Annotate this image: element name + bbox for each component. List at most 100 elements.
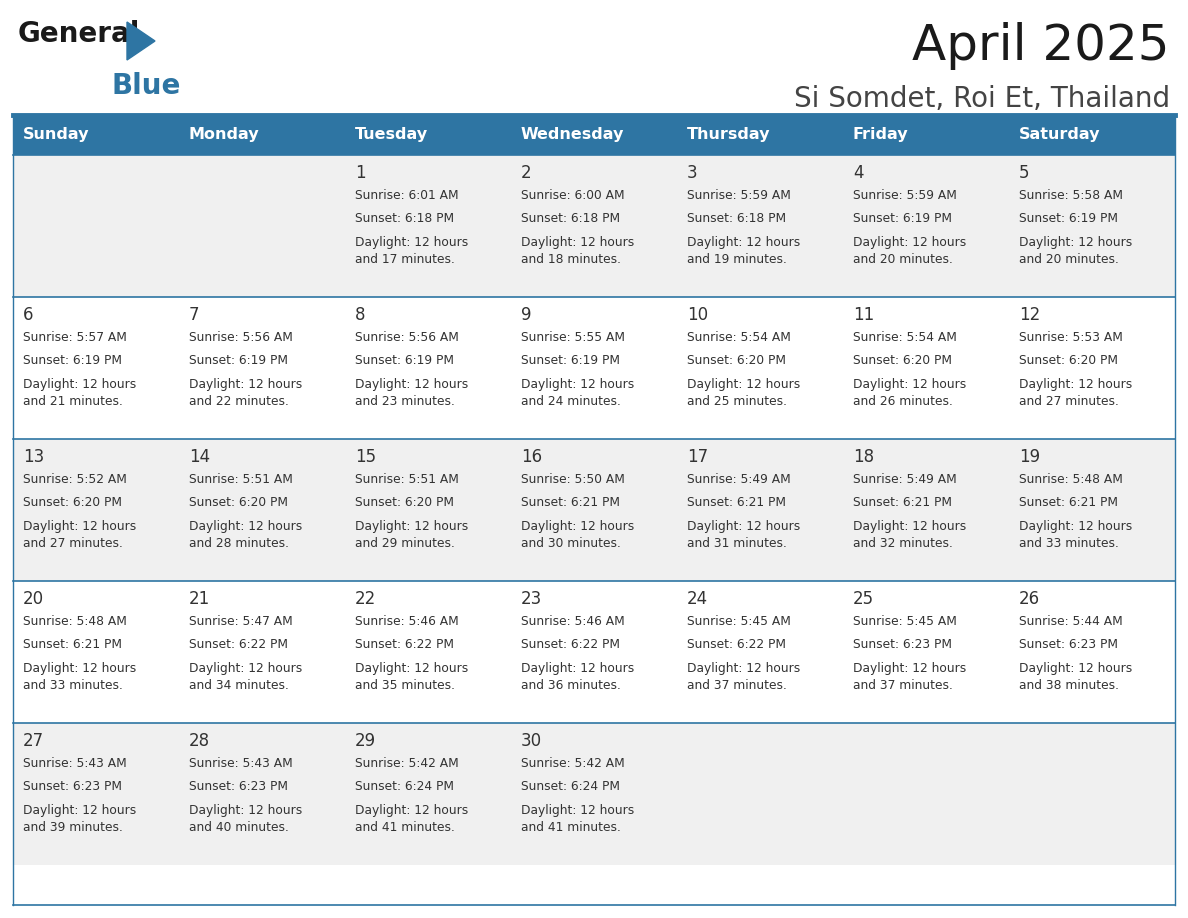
Text: 2: 2 [522, 164, 531, 182]
Text: Sunset: 6:22 PM: Sunset: 6:22 PM [687, 639, 786, 652]
Text: Saturday: Saturday [1019, 128, 1100, 142]
Bar [345, 723, 511, 865]
Text: 23: 23 [522, 590, 542, 608]
Text: Daylight: 12 hours
and 35 minutes.: Daylight: 12 hours and 35 minutes. [355, 662, 468, 692]
Text: Sunset: 6:24 PM: Sunset: 6:24 PM [355, 780, 454, 793]
Text: Sunrise: 5:47 AM: Sunrise: 5:47 AM [189, 615, 292, 628]
Text: Daylight: 12 hours
and 33 minutes.: Daylight: 12 hours and 33 minutes. [1019, 520, 1132, 550]
Text: Sunrise: 5:48 AM: Sunrise: 5:48 AM [23, 615, 127, 628]
Bar [511, 581, 677, 723]
Bar [345, 581, 511, 723]
Text: Sunrise: 5:48 AM: Sunrise: 5:48 AM [1019, 473, 1123, 486]
Text: 18: 18 [853, 448, 874, 466]
Text: Daylight: 12 hours
and 20 minutes.: Daylight: 12 hours and 20 minutes. [853, 236, 966, 266]
Bar [843, 439, 1009, 581]
Text: Monday: Monday [189, 128, 260, 142]
Text: Daylight: 12 hours
and 25 minutes.: Daylight: 12 hours and 25 minutes. [687, 378, 801, 408]
Text: Sunrise: 5:49 AM: Sunrise: 5:49 AM [853, 473, 956, 486]
Text: 25: 25 [853, 590, 874, 608]
Text: Sunset: 6:22 PM: Sunset: 6:22 PM [522, 639, 620, 652]
Text: 24: 24 [687, 590, 708, 608]
Text: Sunset: 6:21 PM: Sunset: 6:21 PM [23, 639, 122, 652]
Text: Daylight: 12 hours
and 33 minutes.: Daylight: 12 hours and 33 minutes. [23, 662, 137, 692]
Bar [511, 439, 677, 581]
Text: 15: 15 [355, 448, 377, 466]
Text: Sunrise: 5:43 AM: Sunrise: 5:43 AM [189, 757, 292, 770]
Bar [179, 115, 345, 155]
Text: Sunrise: 5:55 AM: Sunrise: 5:55 AM [522, 331, 625, 344]
Text: Sunset: 6:21 PM: Sunset: 6:21 PM [1019, 497, 1118, 509]
Bar [677, 297, 843, 439]
Text: Sunrise: 5:49 AM: Sunrise: 5:49 AM [687, 473, 791, 486]
Text: Daylight: 12 hours
and 26 minutes.: Daylight: 12 hours and 26 minutes. [853, 378, 966, 408]
Text: Sunrise: 6:01 AM: Sunrise: 6:01 AM [355, 189, 459, 202]
Text: Sunrise: 5:50 AM: Sunrise: 5:50 AM [522, 473, 625, 486]
Text: Sunrise: 6:00 AM: Sunrise: 6:00 AM [522, 189, 625, 202]
Text: 21: 21 [189, 590, 210, 608]
Text: Daylight: 12 hours
and 21 minutes.: Daylight: 12 hours and 21 minutes. [23, 378, 137, 408]
Text: Sunrise: 5:58 AM: Sunrise: 5:58 AM [1019, 189, 1123, 202]
Text: 20: 20 [23, 590, 44, 608]
Bar [843, 155, 1009, 297]
Bar [179, 439, 345, 581]
Text: Sunset: 6:21 PM: Sunset: 6:21 PM [522, 497, 620, 509]
Text: Sunrise: 5:45 AM: Sunrise: 5:45 AM [853, 615, 956, 628]
Text: Sunrise: 5:42 AM: Sunrise: 5:42 AM [522, 757, 625, 770]
Text: 8: 8 [355, 306, 366, 324]
Text: Tuesday: Tuesday [355, 128, 428, 142]
Text: 4: 4 [853, 164, 864, 182]
Bar [179, 297, 345, 439]
Bar [13, 581, 179, 723]
Text: Daylight: 12 hours
and 22 minutes.: Daylight: 12 hours and 22 minutes. [189, 378, 302, 408]
Text: 26: 26 [1019, 590, 1041, 608]
Text: 16: 16 [522, 448, 542, 466]
Text: 22: 22 [355, 590, 377, 608]
Bar [677, 439, 843, 581]
Text: Sunrise: 5:45 AM: Sunrise: 5:45 AM [687, 615, 791, 628]
Text: Wednesday: Wednesday [522, 128, 625, 142]
Text: Sunset: 6:19 PM: Sunset: 6:19 PM [23, 354, 122, 367]
Text: Sunrise: 5:46 AM: Sunrise: 5:46 AM [522, 615, 625, 628]
Bar [843, 115, 1009, 155]
Text: 7: 7 [189, 306, 200, 324]
Text: Daylight: 12 hours
and 20 minutes.: Daylight: 12 hours and 20 minutes. [1019, 236, 1132, 266]
Text: Sunset: 6:18 PM: Sunset: 6:18 PM [355, 212, 454, 226]
Bar [13, 723, 179, 865]
Bar [13, 155, 179, 297]
Text: 14: 14 [189, 448, 210, 466]
Text: 9: 9 [522, 306, 531, 324]
Text: Sunrise: 5:51 AM: Sunrise: 5:51 AM [189, 473, 293, 486]
Text: Daylight: 12 hours
and 31 minutes.: Daylight: 12 hours and 31 minutes. [687, 520, 801, 550]
Text: 6: 6 [23, 306, 33, 324]
Text: Sunrise: 5:51 AM: Sunrise: 5:51 AM [355, 473, 459, 486]
Bar [511, 297, 677, 439]
Text: 17: 17 [687, 448, 708, 466]
Text: Daylight: 12 hours
and 23 minutes.: Daylight: 12 hours and 23 minutes. [355, 378, 468, 408]
Text: Daylight: 12 hours
and 18 minutes.: Daylight: 12 hours and 18 minutes. [522, 236, 634, 266]
Text: Sunset: 6:20 PM: Sunset: 6:20 PM [23, 497, 122, 509]
Text: Sunset: 6:23 PM: Sunset: 6:23 PM [189, 780, 287, 793]
Polygon shape [127, 22, 154, 60]
Text: Thursday: Thursday [687, 128, 771, 142]
Text: Daylight: 12 hours
and 38 minutes.: Daylight: 12 hours and 38 minutes. [1019, 662, 1132, 692]
Text: 27: 27 [23, 732, 44, 750]
Text: Sunset: 6:20 PM: Sunset: 6:20 PM [1019, 354, 1118, 367]
Text: Sunset: 6:19 PM: Sunset: 6:19 PM [522, 354, 620, 367]
Text: April 2025: April 2025 [912, 22, 1170, 70]
Text: Sunset: 6:20 PM: Sunset: 6:20 PM [189, 497, 287, 509]
Text: Sunset: 6:19 PM: Sunset: 6:19 PM [355, 354, 454, 367]
Text: Sunrise: 5:44 AM: Sunrise: 5:44 AM [1019, 615, 1123, 628]
Bar [1009, 723, 1175, 865]
Text: Sunset: 6:20 PM: Sunset: 6:20 PM [687, 354, 786, 367]
Bar [511, 723, 677, 865]
Text: Sunrise: 5:56 AM: Sunrise: 5:56 AM [355, 331, 459, 344]
Bar [179, 581, 345, 723]
Text: Sunset: 6:20 PM: Sunset: 6:20 PM [355, 497, 454, 509]
Text: Sunset: 6:22 PM: Sunset: 6:22 PM [189, 639, 287, 652]
Text: 10: 10 [687, 306, 708, 324]
Bar [677, 723, 843, 865]
Text: Daylight: 12 hours
and 41 minutes.: Daylight: 12 hours and 41 minutes. [355, 804, 468, 834]
Text: 1: 1 [355, 164, 366, 182]
Bar [677, 115, 843, 155]
Text: 28: 28 [189, 732, 210, 750]
